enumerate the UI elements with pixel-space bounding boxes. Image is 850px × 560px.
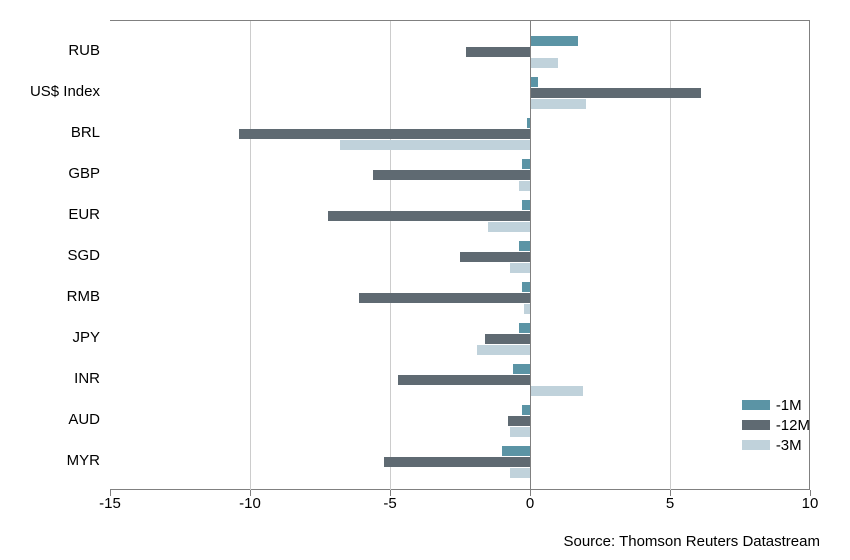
bar-m12	[384, 457, 530, 467]
bar-m3	[510, 427, 530, 437]
y-category-label: US$ Index	[0, 83, 100, 100]
bar-m1	[522, 159, 530, 169]
bar-m1	[530, 36, 578, 46]
bar-m3	[340, 140, 530, 150]
bar-m1	[519, 241, 530, 251]
legend: -1M -12M -3M	[742, 395, 810, 455]
legend-item-1m: -1M	[742, 395, 810, 415]
bar-m3	[530, 386, 583, 396]
bar-m12	[239, 129, 530, 139]
x-tick-label: 0	[510, 495, 550, 512]
y-category-label: SGD	[0, 247, 100, 264]
bar-m12	[359, 293, 530, 303]
bar-m12	[460, 252, 530, 262]
y-category-label: JPY	[0, 329, 100, 346]
y-category-label: RMB	[0, 288, 100, 305]
y-category-label: GBP	[0, 165, 100, 182]
x-tick-label: 10	[790, 495, 830, 512]
legend-swatch-3m	[742, 440, 770, 450]
bar-m12	[373, 170, 530, 180]
bar-m3	[530, 99, 586, 109]
y-category-label: RUB	[0, 42, 100, 59]
bar-m12	[328, 211, 530, 221]
currency-performance-chart: -1M -12M -3M Source: Thomson Reuters Dat…	[0, 0, 850, 560]
bar-m12	[398, 375, 530, 385]
bar-m12	[530, 88, 701, 98]
y-category-label: INR	[0, 370, 100, 387]
x-tick-label: 5	[650, 495, 690, 512]
y-category-label: BRL	[0, 124, 100, 141]
plot-area	[110, 20, 810, 490]
bar-m12	[485, 334, 530, 344]
bar-m1	[522, 282, 530, 292]
bar-m1	[502, 446, 530, 456]
x-axis	[110, 489, 809, 490]
legend-label-1m: -1M	[776, 397, 802, 414]
y-category-label: AUD	[0, 411, 100, 428]
x-tick-label: -10	[230, 495, 270, 512]
x-tick-label: -5	[370, 495, 410, 512]
bar-m1	[522, 200, 530, 210]
gridline	[390, 21, 391, 490]
bar-m3	[477, 345, 530, 355]
legend-label-12m: -12M	[776, 417, 810, 434]
bar-m1	[522, 405, 530, 415]
legend-label-3m: -3M	[776, 437, 802, 454]
gridline	[250, 21, 251, 490]
legend-item-12m: -12M	[742, 415, 810, 435]
bar-m3	[488, 222, 530, 232]
bar-m3	[510, 468, 530, 478]
y-category-label: MYR	[0, 452, 100, 469]
legend-swatch-12m	[742, 420, 770, 430]
bar-m1	[530, 77, 538, 87]
source-text: Source: Thomson Reuters Datastream	[563, 533, 820, 550]
bar-m1	[513, 364, 530, 374]
bar-m3	[530, 58, 558, 68]
bar-m1	[519, 323, 530, 333]
x-tick-label: -15	[90, 495, 130, 512]
bar-m12	[508, 416, 530, 426]
bar-m12	[466, 47, 530, 57]
legend-item-3m: -3M	[742, 435, 810, 455]
legend-swatch-1m	[742, 400, 770, 410]
bar-m3	[510, 263, 530, 273]
bar-m3	[519, 181, 530, 191]
zero-line	[530, 21, 531, 490]
y-category-label: EUR	[0, 206, 100, 223]
